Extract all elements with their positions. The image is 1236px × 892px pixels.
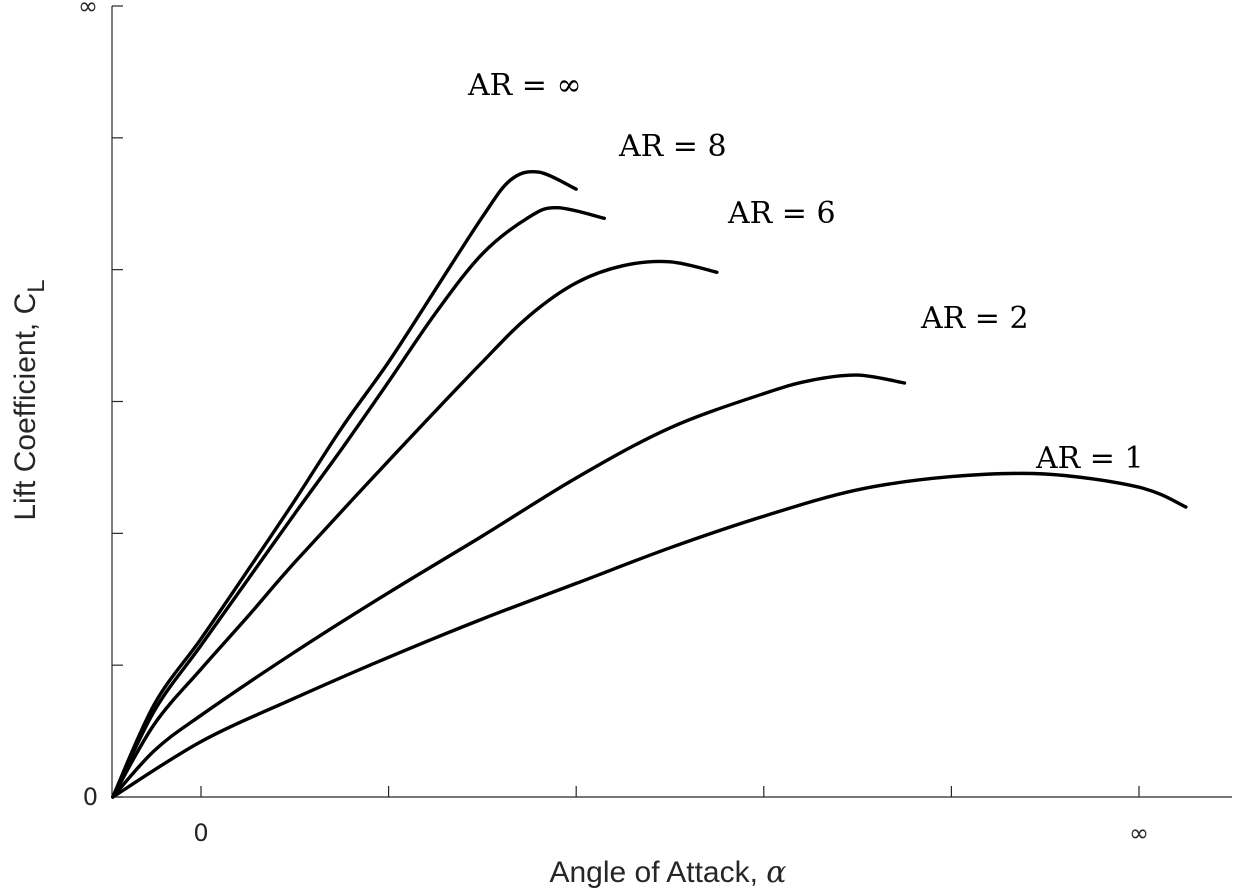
series-label-2: AR = 6 — [727, 196, 836, 231]
x-tick-label-1: ∞ — [1129, 819, 1149, 847]
y-axis-title-text: Lift Coefficient, C — [9, 293, 42, 521]
y-axis-title: Lift Coefficient, CL — [9, 279, 50, 520]
series-label-3: AR = 2 — [920, 301, 1029, 336]
y-axis-title-subscript: L — [23, 279, 50, 292]
x-tick-label-0: 0 — [193, 819, 208, 847]
series-line-0 — [111, 169, 578, 799]
x-axis-title: Angle of Attack, α — [549, 855, 786, 890]
series-label-4: AR = 1 — [1035, 441, 1144, 476]
x-axis-title-symbol: α — [766, 855, 786, 890]
series-labels: AR = ∞ AR = 8AR = 6 AR = 2 AR = 1 — [467, 68, 1144, 476]
series-line-4 — [111, 471, 1188, 799]
series-line-2 — [111, 259, 719, 799]
series-label-0: AR = ∞ — [467, 68, 581, 103]
series-line-1 — [111, 205, 606, 799]
y-tick-label-1: ∞ — [78, 0, 98, 20]
y-tick-label-0: 0 — [83, 783, 98, 811]
axis-ticks — [112, 5, 1140, 798]
series-label-1: AR = 8 — [618, 129, 727, 164]
series-line-3 — [111, 373, 907, 799]
series-curves — [111, 169, 1188, 799]
x-axis-title-text: Angle of Attack, — [549, 856, 766, 889]
tick-labels: 0 ∞ 0 ∞ — [78, 0, 1149, 847]
